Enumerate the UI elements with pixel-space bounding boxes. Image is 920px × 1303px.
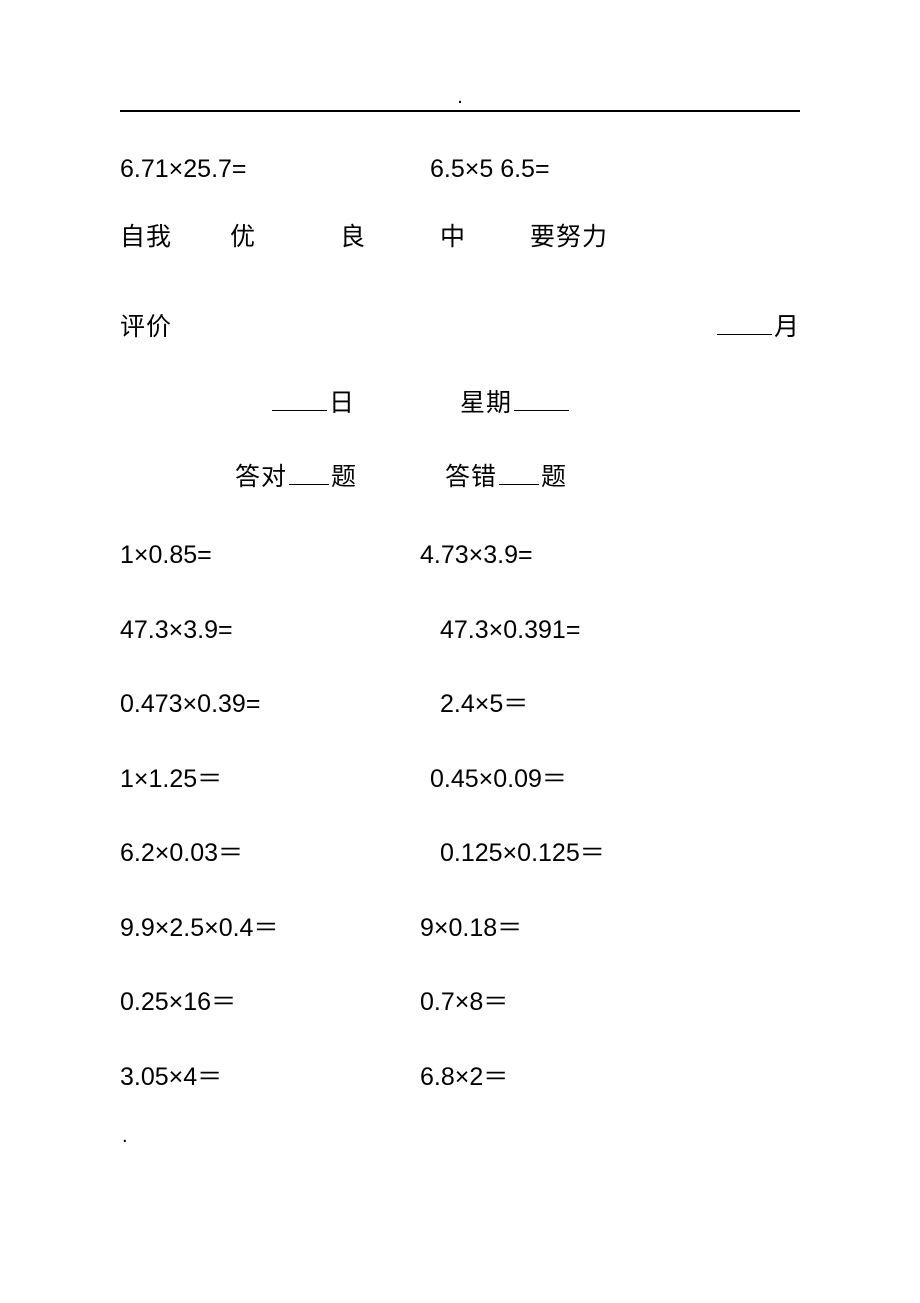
month-suffix: 月 (774, 313, 800, 341)
correct-blank[interactable] (289, 458, 329, 486)
self-eval-options-row: 自我 优 良 中 要努力 (120, 217, 800, 257)
problem-row: 0.25×16＝0.7×8＝ (120, 986, 800, 1019)
problem-row: 0.473×0.39=2.4×5＝ (120, 688, 800, 721)
day-blank[interactable] (272, 384, 327, 412)
date-row: 日 星期 (120, 383, 800, 419)
problem-cell: 47.3×3.9= (120, 614, 420, 647)
self-eval-month-row: 评价 月 (120, 307, 800, 343)
self-eval-label-part2: 评价 (120, 307, 172, 343)
day-suffix: 日 (329, 389, 355, 417)
self-eval-option: 要努力 (530, 217, 608, 257)
wrong-blank[interactable] (499, 458, 539, 486)
problem-cell: 0.45×0.09＝ (420, 763, 800, 796)
self-eval-option: 良 (340, 217, 440, 257)
problem-cell: 6.8×2＝ (420, 1061, 800, 1094)
problem-cell: 0.7×8＝ (420, 986, 800, 1019)
spacer (120, 383, 270, 419)
problem-cell: 0.473×0.39= (120, 688, 420, 721)
self-eval-option: 优 (230, 217, 340, 257)
score-row: 答对 题 答错 题 (120, 457, 800, 493)
correct-suffix: 题 (331, 463, 357, 491)
worksheet-page: 6.71×25.7= 6.5×5 6.5= 自我 优 良 中 要努力 评价 月 … (0, 0, 920, 1303)
weekday-field: 星期 (460, 383, 571, 419)
problem-cell: 9.9×2.5×0.4＝ (120, 912, 420, 945)
correct-field: 答对 题 (235, 457, 445, 493)
day-field: 日 (270, 383, 460, 419)
problem-cell: 1×1.25＝ (120, 763, 420, 796)
top-rule (120, 110, 800, 112)
correct-prefix: 答对 (235, 463, 287, 491)
self-eval-label-part1: 自我 (120, 217, 230, 257)
self-eval-option: 中 (440, 217, 530, 257)
problem-row: 6.2×0.03＝0.125×0.125＝ (120, 837, 800, 870)
top-problem-row: 6.71×25.7= 6.5×5 6.5= (120, 152, 800, 187)
problem-cell: 6.5×5 6.5= (430, 152, 800, 187)
weekday-blank[interactable] (514, 384, 569, 412)
problem-cell: 47.3×0.391= (420, 614, 800, 647)
problem-cell: 6.71×25.7= (120, 152, 430, 187)
problem-cell: 1×0.85= (120, 539, 420, 572)
problem-cell: 6.2×0.03＝ (120, 837, 420, 870)
problem-row: 1×0.85=4.73×3.9= (120, 539, 800, 572)
problem-cell: 4.73×3.9= (420, 539, 800, 572)
wrong-field: 答错 题 (445, 457, 567, 493)
weekday-prefix: 星期 (460, 389, 512, 417)
problem-cell: 3.05×4＝ (120, 1061, 420, 1094)
month-field: 月 (715, 307, 800, 343)
problem-cell: 0.125×0.125＝ (420, 837, 800, 870)
problems-grid: 1×0.85=4.73×3.9= 47.3×3.9=47.3×0.391= 0.47… (120, 539, 800, 1093)
problem-row: 3.05×4＝6.8×2＝ (120, 1061, 800, 1094)
wrong-suffix: 题 (541, 463, 567, 491)
problem-cell: 9×0.18＝ (420, 912, 800, 945)
problem-row: 1×1.25＝0.45×0.09＝ (120, 763, 800, 796)
wrong-prefix: 答错 (445, 463, 497, 491)
spacer (120, 457, 235, 493)
month-blank[interactable] (717, 308, 772, 336)
problem-cell: 0.25×16＝ (120, 986, 420, 1019)
problem-row: 9.9×2.5×0.4＝9×0.18＝ (120, 912, 800, 945)
problem-row: 47.3×3.9=47.3×0.391= (120, 614, 800, 647)
problem-cell: 2.4×5＝ (420, 688, 800, 721)
footer-dot: . (120, 1125, 800, 1148)
